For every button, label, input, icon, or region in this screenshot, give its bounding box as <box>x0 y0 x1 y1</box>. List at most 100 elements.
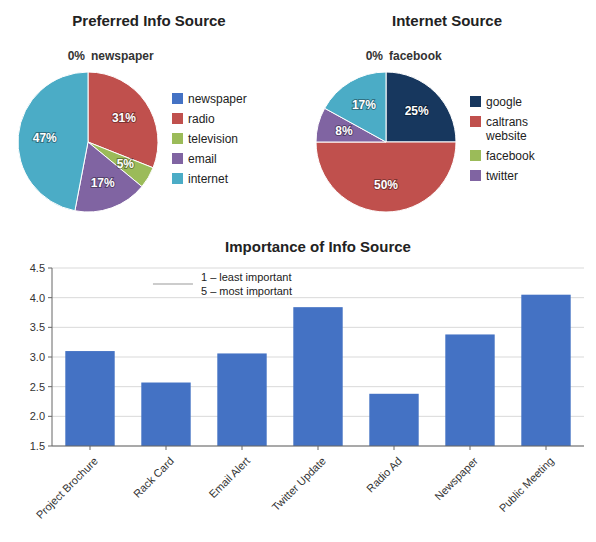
data-label: 17% <box>91 176 115 190</box>
x-tick <box>166 446 167 450</box>
legend-label-line: television <box>188 132 238 146</box>
chart-title: Importance of Info Source <box>225 238 411 255</box>
y-tick <box>48 357 52 358</box>
data-label: 0% <box>366 49 384 63</box>
legend-item: twitter <box>470 169 518 183</box>
x-tick <box>318 446 319 450</box>
data-label: 25% <box>405 104 429 118</box>
y-tick-label: 1.5 <box>30 440 45 452</box>
legend-label-line: internet <box>188 172 229 186</box>
annotations: 1 – least important 5 – most important <box>153 271 292 297</box>
data-label: 17% <box>352 98 376 112</box>
pie-slice <box>18 72 88 211</box>
y-tick <box>48 297 52 298</box>
bar <box>293 307 342 446</box>
data-label: 31% <box>112 111 136 125</box>
legend-label: television <box>188 132 238 146</box>
legend-swatch <box>172 173 183 184</box>
pie-slice <box>386 72 456 142</box>
data-labels: 25% 50% 8% 17% 0% facebook <box>335 49 442 192</box>
legend-item: radio <box>172 112 215 126</box>
x-tick-label: Project Brochure <box>34 455 100 521</box>
grid-line <box>52 297 584 298</box>
x-tick <box>546 446 547 450</box>
legend-swatch <box>470 150 481 161</box>
bar <box>369 394 418 446</box>
legend-swatch <box>172 93 183 104</box>
legend-label-line: website <box>485 129 527 143</box>
legend-label: facebook <box>486 149 536 163</box>
bar <box>141 383 190 446</box>
legend-label-line: email <box>188 152 217 166</box>
legend-item: caltranswebsite <box>470 115 528 143</box>
bar-chart: Importance of Info Source 1.5 2.0 2.5 3.0 3.5… <box>30 238 584 535</box>
x-tick-label: Public Meeting <box>497 455 557 515</box>
chart-title: Preferred Info Source <box>72 12 225 29</box>
legend-label: twitter <box>486 169 518 183</box>
legend: newspaper radio television email internet <box>172 92 247 186</box>
legend-item: television <box>172 132 238 146</box>
y-tick <box>48 416 52 417</box>
y-tick <box>48 268 52 269</box>
legend-item: google <box>470 95 522 109</box>
x-tick-label: Rack Card <box>131 455 176 500</box>
annotation: 1 – least important <box>201 271 292 283</box>
data-label: 5% <box>117 157 135 171</box>
annotation: 5 – most important <box>201 285 292 297</box>
bars <box>65 295 570 446</box>
y-tick <box>48 386 52 387</box>
zero-slice-label: facebook <box>389 49 442 63</box>
legend-label-line: google <box>486 95 522 109</box>
x-tick <box>470 446 471 450</box>
legend: google caltranswebsite facebook twitter <box>470 95 536 183</box>
y-tick <box>48 446 52 447</box>
data-label: 0% <box>68 49 86 63</box>
y-axis-line <box>52 268 53 446</box>
chart-canvas: Preferred Info Source31%5%17%47%0%newspa… <box>0 0 596 542</box>
legend-swatch <box>470 116 481 127</box>
y-tick-label: 2.5 <box>30 381 45 393</box>
legend-label: caltranswebsite <box>485 115 528 143</box>
legend-swatch <box>172 113 183 124</box>
legend-label-line: twitter <box>486 169 518 183</box>
x-tick <box>394 446 395 450</box>
bar <box>217 353 266 446</box>
zero-slice-label: newspaper <box>91 49 154 63</box>
legend-label-line: caltrans <box>486 115 528 129</box>
data-label: 8% <box>335 124 353 138</box>
y-tick <box>48 327 52 328</box>
pie-chart: Internet Source25%50%8%17%0%facebookgoog… <box>316 12 536 212</box>
y-tick-label: 2.0 <box>30 410 45 422</box>
legend-label: email <box>188 152 217 166</box>
chart-title: Internet Source <box>392 12 502 29</box>
slices <box>316 72 456 212</box>
axes <box>52 268 584 446</box>
x-tick-label: Radio Ad <box>364 455 404 495</box>
pie-slice <box>325 72 386 142</box>
data-labels: 31%5%17%47%0%newspaper <box>33 49 154 190</box>
legend-swatch <box>470 170 481 181</box>
data-label: 50% <box>374 178 398 192</box>
legend-item: newspaper <box>172 92 247 106</box>
background <box>0 0 596 542</box>
legend-item: email <box>172 152 217 166</box>
y-tick-label: 3.0 <box>30 351 45 363</box>
legend-swatch <box>172 133 183 144</box>
x-tick <box>242 446 243 450</box>
legend-label: newspaper <box>188 92 247 106</box>
y-tick-label: 4.0 <box>30 292 45 304</box>
y-tick-label: 4.5 <box>30 262 45 274</box>
x-tick-label: Email Alert <box>206 455 252 501</box>
x-tick-label: Newspaper <box>432 454 480 502</box>
annotation-rule <box>153 284 193 285</box>
x-tick <box>90 446 91 450</box>
legend-label-line: radio <box>188 112 215 126</box>
legend-item: internet <box>172 172 229 186</box>
y-tick-label: 3.5 <box>30 321 45 333</box>
slices <box>18 72 158 212</box>
bar <box>521 295 570 446</box>
page: {"chart_data": [ {"type": "pie", "title"… <box>0 0 596 542</box>
legend-label: google <box>486 95 522 109</box>
x-tick-label: Twitter Update <box>269 455 328 514</box>
legend-swatch <box>470 96 481 107</box>
